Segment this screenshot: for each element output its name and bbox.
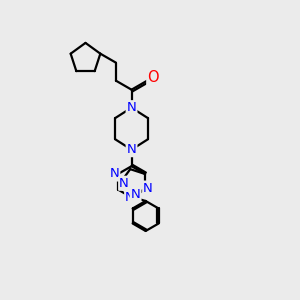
- Text: N: N: [131, 188, 140, 201]
- Text: N: N: [143, 182, 153, 195]
- Text: N: N: [127, 143, 136, 156]
- Text: O: O: [147, 70, 159, 85]
- Text: N: N: [119, 177, 129, 190]
- Text: N: N: [125, 191, 135, 204]
- Text: N: N: [110, 167, 119, 181]
- Text: N: N: [127, 101, 136, 114]
